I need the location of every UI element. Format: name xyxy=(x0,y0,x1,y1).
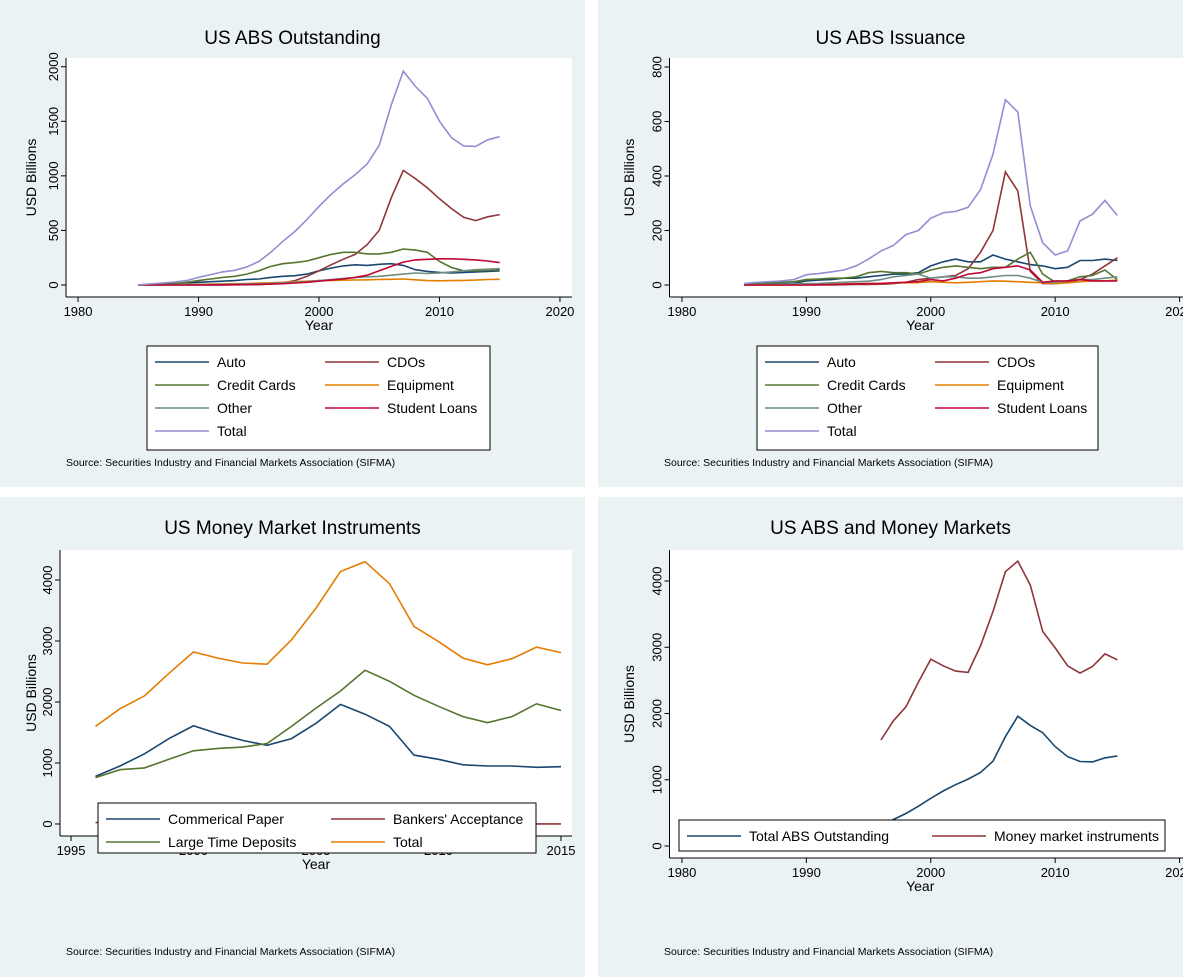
y-tick-label: 0 xyxy=(40,820,55,827)
series-line xyxy=(744,254,1118,286)
y-axis-label: USD Billions xyxy=(621,665,637,743)
y-tick-label: 200 xyxy=(650,220,665,242)
chart-title: US ABS Issuance xyxy=(816,28,966,49)
legend-label: Large Time Deposits xyxy=(168,834,296,850)
x-tick-label: 1980 xyxy=(64,304,93,319)
chart: US ABS Outstanding 0 500 1000 1500 2000 1980 19… xyxy=(23,28,574,469)
legend-label: Commerical Paper xyxy=(168,811,284,827)
legend-box xyxy=(756,345,1099,451)
series-line xyxy=(744,265,1118,286)
legend-label: Auto xyxy=(827,354,856,370)
y-axis-label: USD Billions xyxy=(23,139,39,217)
chart: US ABS Issuance 0 200 400 600 800 1980 1990 2000… xyxy=(621,28,1183,469)
legend-label: Equipment xyxy=(997,377,1064,393)
chart-title: US ABS and Money Markets xyxy=(770,518,1011,539)
legend-label: Total xyxy=(827,423,857,439)
legend-label: Equipment xyxy=(387,377,454,393)
legend-label: Other xyxy=(217,400,252,416)
y-axis-label: USD Billions xyxy=(23,654,39,732)
y-tick-label: 400 xyxy=(650,165,665,187)
y-tick-label: 0 xyxy=(46,281,61,288)
series-line xyxy=(744,273,1118,286)
legend-box xyxy=(146,345,491,451)
series-line xyxy=(95,703,562,778)
y-tick-label: 1000 xyxy=(650,765,665,794)
legend-label: Credit Cards xyxy=(217,377,296,393)
x-tick-label: 2000 xyxy=(916,865,945,880)
source-note: Source: Securities Industry and Financia… xyxy=(66,457,395,469)
series-line xyxy=(138,248,500,286)
series-line xyxy=(138,69,500,286)
y-axis-label: USD Billions xyxy=(621,139,637,217)
x-tick-label: 2020 xyxy=(545,304,574,319)
chart: US Money Market Instruments 0 1000 2000 3000… xyxy=(23,518,575,958)
y-tick-label: 1500 xyxy=(46,107,61,136)
legend-label: Student Loans xyxy=(387,400,477,416)
y-tick-label: 1000 xyxy=(46,161,61,190)
plot-area xyxy=(669,58,1183,297)
y-tick-label: 600 xyxy=(650,111,665,133)
source-note: Source: Securities Industry and Financia… xyxy=(664,457,993,469)
y-tick-label: 2000 xyxy=(46,52,61,81)
legend-label: Credit Cards xyxy=(827,377,906,393)
x-tick-label: 1995 xyxy=(57,843,86,858)
x-tick-label: 1980 xyxy=(667,304,696,319)
plot-area xyxy=(66,58,572,297)
x-tick-label: 2000 xyxy=(916,304,945,319)
x-axis-label: Year xyxy=(906,878,935,894)
legend-label: Bankers' Acceptance xyxy=(393,811,524,827)
x-axis-label: Year xyxy=(302,856,331,872)
legend-label: Total xyxy=(393,834,423,850)
plot-area xyxy=(669,550,1183,858)
x-tick-label: 2015 xyxy=(547,843,576,858)
legend-label: Money market instruments xyxy=(994,828,1159,844)
legend-label: CDOs xyxy=(387,354,425,370)
source-note: Source: Securities Industry and Financia… xyxy=(66,946,395,958)
y-tick-label: 500 xyxy=(46,220,61,242)
plot-area xyxy=(60,550,572,836)
x-tick-label: 1980 xyxy=(667,865,696,880)
x-tick-label: 1990 xyxy=(792,304,821,319)
series-line xyxy=(744,98,1119,285)
series-line xyxy=(138,258,500,286)
x-tick-label: 2010 xyxy=(1041,304,1070,319)
chart-title: US ABS Outstanding xyxy=(204,28,380,49)
x-tick-label: 1990 xyxy=(184,304,213,319)
legend-label: Other xyxy=(827,400,862,416)
chart: US ABS and Money Markets 0 1000 2000 3000 400… xyxy=(621,518,1183,958)
y-tick-label: 0 xyxy=(650,842,665,849)
x-axis-label: Year xyxy=(305,317,334,333)
y-tick-label: 800 xyxy=(650,56,665,78)
y-tick-label: 0 xyxy=(650,281,665,288)
source-note: Source: Securities Industry and Financia… xyxy=(664,946,993,958)
legend-label: Student Loans xyxy=(997,400,1087,416)
legend-box xyxy=(678,819,1166,852)
series-line xyxy=(880,559,1118,741)
series-line xyxy=(95,560,562,728)
y-tick-label: 2000 xyxy=(650,699,665,728)
legend-label: Total ABS Outstanding xyxy=(749,828,889,844)
y-tick-label: 3000 xyxy=(40,627,55,656)
y-tick-label: 1000 xyxy=(40,749,55,778)
legend-label: Auto xyxy=(217,354,246,370)
y-tick-label: 2000 xyxy=(40,688,55,717)
x-axis-label: Year xyxy=(906,317,935,333)
y-tick-label: 4000 xyxy=(40,566,55,595)
x-tick-label: 2020 xyxy=(1165,304,1183,319)
x-tick-label: 2000 xyxy=(305,304,334,319)
y-tick-label: 4000 xyxy=(650,567,665,596)
y-tick-label: 3000 xyxy=(650,633,665,662)
x-tick-label: 2020 xyxy=(1165,865,1183,880)
x-tick-label: 1990 xyxy=(792,865,821,880)
series-line xyxy=(95,669,562,779)
legend-label: CDOs xyxy=(997,354,1035,370)
x-tick-label: 2010 xyxy=(1041,865,1070,880)
legend-label: Total xyxy=(217,423,247,439)
legend-box xyxy=(97,802,537,854)
chart-title: US Money Market Instruments xyxy=(164,518,421,539)
x-tick-label: 2010 xyxy=(425,304,454,319)
